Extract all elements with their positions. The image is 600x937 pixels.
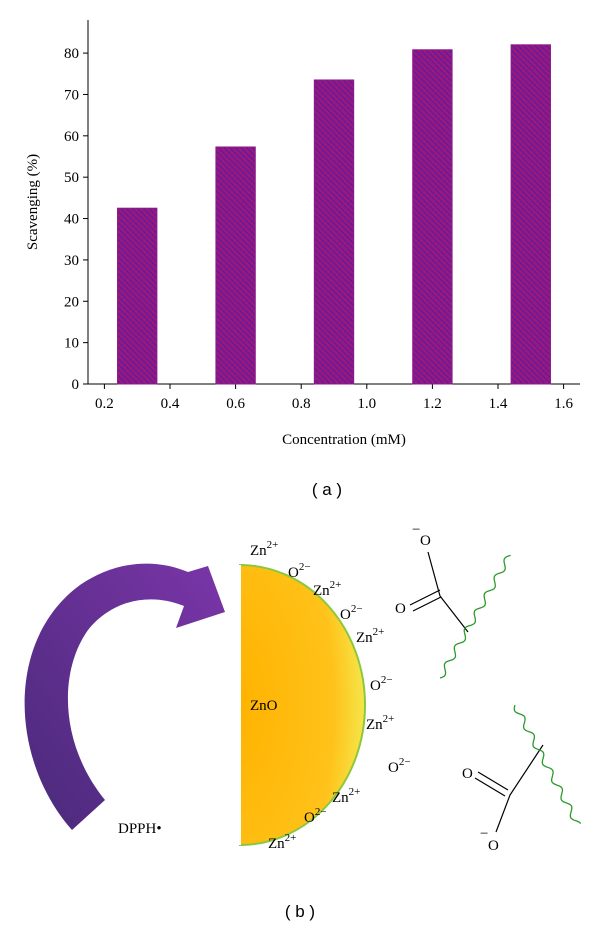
- x-tick-label: 1.2: [423, 396, 442, 412]
- wavy-chain: [513, 704, 582, 825]
- bar: [510, 44, 551, 385]
- y-tick-label: 10: [64, 336, 79, 352]
- y-axis-title: Scavenging (%): [25, 154, 41, 250]
- ion-label: O2−: [288, 561, 311, 581]
- ion-label: O2−: [388, 756, 411, 776]
- ion-charge: 2−: [299, 561, 311, 573]
- anion-charge: −: [412, 522, 420, 538]
- bar: [412, 49, 453, 385]
- ion-charge: 2+: [383, 713, 395, 725]
- bar: [215, 146, 256, 385]
- ion-charge: 2−: [399, 756, 411, 768]
- ion-charge: 2+: [267, 539, 279, 551]
- ion-symbol: Zn: [366, 717, 383, 733]
- x-tick-label: 1.4: [489, 396, 508, 412]
- ion-label: Zn2+: [313, 579, 341, 599]
- bar: [117, 207, 158, 385]
- reagent-label: DPPH•: [118, 821, 162, 837]
- ion-charge: 2+: [285, 832, 297, 844]
- ion-label: O2−: [340, 603, 363, 623]
- y-tick-label: 80: [64, 46, 79, 62]
- ion-charge: 2+: [373, 626, 385, 638]
- x-axis-title: Concentration (mM): [282, 432, 406, 448]
- anion-oxygen: O: [488, 838, 499, 854]
- x-tick-label: 1.0: [357, 396, 376, 412]
- ion-charge: 2+: [330, 579, 342, 591]
- panel-label: ( a ): [312, 480, 342, 499]
- panel-label: ( b ): [285, 902, 315, 921]
- ion-label: Zn2+: [366, 713, 394, 733]
- ion-charge: 2+: [349, 786, 361, 798]
- ion-charge: 2−: [381, 674, 393, 686]
- core-label: ZnO: [250, 698, 278, 714]
- ion-label: Zn2+: [250, 539, 278, 559]
- ion-symbol: Zn: [356, 630, 373, 646]
- ion-symbol: Zn: [250, 543, 267, 559]
- x-tick-label: 0.4: [161, 396, 180, 412]
- carboxylate-bonds: [409, 551, 544, 833]
- y-tick-label: 0: [72, 377, 80, 393]
- carbonyl-oxygen: O: [395, 601, 406, 617]
- ion-label: Zn2+: [332, 786, 360, 806]
- ion-label: Zn2+: [356, 626, 384, 646]
- y-tick-label: 30: [64, 253, 79, 269]
- ion-label: Zn2+: [268, 832, 296, 852]
- ion-symbol: O: [288, 565, 299, 581]
- carbonyl-oxygen: O: [462, 766, 473, 782]
- ion-charge: 2−: [351, 603, 363, 615]
- y-tick-label: 20: [64, 294, 79, 310]
- ion-symbol: Zn: [313, 583, 330, 599]
- y-tick-label: 40: [64, 212, 79, 228]
- ion-symbol: O: [340, 607, 351, 623]
- anion-oxygen: O: [420, 533, 431, 549]
- x-tick-label: 0.8: [292, 396, 311, 412]
- y-tick-label: 60: [64, 129, 79, 145]
- ion-symbol: Zn: [332, 790, 349, 806]
- reaction-arrow: [24, 563, 226, 830]
- ion-symbol: O: [370, 678, 381, 694]
- ion-symbol: Zn: [268, 836, 285, 852]
- wavy-chain: [439, 554, 511, 679]
- ion-label: O2−: [370, 674, 393, 694]
- y-tick-label: 70: [64, 87, 79, 103]
- ion-label: O2−: [304, 806, 327, 826]
- ion-symbol: O: [388, 760, 399, 776]
- anion-charge: −: [480, 826, 488, 842]
- y-tick-label: 50: [64, 170, 79, 186]
- ion-symbol: O: [304, 810, 315, 826]
- alkyl-chains: [439, 554, 582, 825]
- x-tick-label: 0.2: [95, 396, 114, 412]
- ion-charge: 2−: [315, 806, 327, 818]
- bar: [313, 79, 355, 385]
- x-tick-label: 1.6: [554, 396, 573, 412]
- zno-particle: [239, 563, 366, 847]
- x-tick-label: 0.6: [226, 396, 245, 412]
